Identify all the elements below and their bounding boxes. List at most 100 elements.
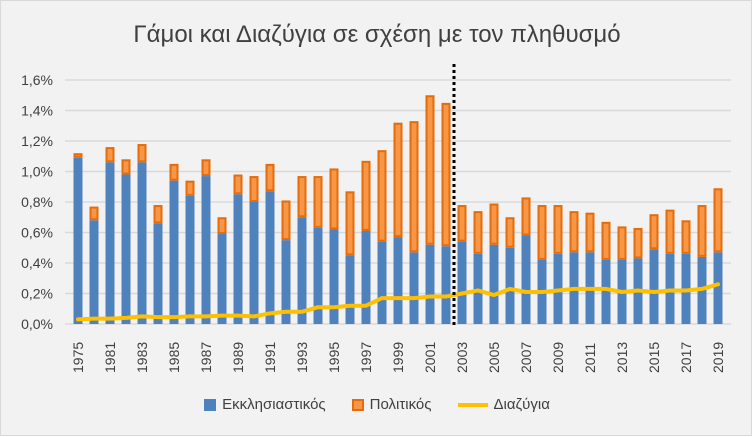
x-tick-label: 1983: [134, 342, 150, 373]
bar-civil: [649, 214, 659, 250]
bar-ecclesiastical: [393, 237, 403, 324]
bar-civil: [377, 150, 387, 242]
x-tick-label: 2015: [646, 342, 662, 373]
bar-civil: [329, 168, 339, 230]
x-tick-label: 1993: [294, 342, 310, 373]
bar-ecclesiastical: [441, 246, 451, 324]
y-tick-label: 1,2%: [21, 133, 53, 149]
bar-civil: [441, 102, 451, 247]
bar-civil: [169, 163, 179, 181]
y-tick-label: 0,6%: [21, 225, 53, 241]
bar-civil: [505, 217, 515, 248]
bar-civil: [697, 205, 707, 257]
bar-civil: [201, 159, 211, 177]
bar-ecclesiastical: [281, 240, 291, 324]
bar-civil: [713, 188, 723, 253]
y-tick-label: 0,8%: [21, 194, 53, 210]
bar-civil: [601, 221, 611, 260]
x-tick-label: 1999: [390, 342, 406, 373]
bar-ecclesiastical: [457, 241, 467, 324]
bar-civil: [585, 212, 595, 253]
bar-ecclesiastical: [649, 249, 659, 324]
bar-ecclesiastical: [105, 162, 115, 324]
bar-civil: [473, 211, 483, 254]
x-tick-label: 1989: [230, 342, 246, 373]
bar-ecclesiastical: [489, 244, 499, 324]
bar-ecclesiastical: [265, 191, 275, 324]
bar-ecclesiastical: [201, 176, 211, 324]
bar-civil: [153, 205, 163, 224]
x-tick-label: 2003: [454, 342, 470, 373]
legend-item-civil: Πολιτικός: [351, 396, 432, 413]
x-tick-label: 1987: [198, 342, 214, 373]
bar-ecclesiastical: [217, 234, 227, 324]
legend-label: Διαζύγια: [493, 396, 550, 413]
bar-civil: [105, 147, 115, 163]
x-tick-label: 1995: [326, 342, 342, 373]
bar-civil: [393, 122, 403, 238]
legend-swatch: [351, 398, 364, 411]
bar-ecclesiastical: [297, 217, 307, 324]
bar-civil: [633, 227, 643, 259]
bar-civil: [537, 205, 547, 260]
bar-civil: [617, 226, 627, 260]
bar-ecclesiastical: [345, 255, 355, 324]
bar-civil: [521, 197, 531, 236]
bar-civil: [681, 220, 691, 254]
x-tick-label: 2013: [614, 342, 630, 373]
bar-civil: [489, 203, 499, 245]
bar-civil: [73, 153, 83, 158]
legend-swatch: [204, 398, 217, 411]
legend-item-divorces: Διαζύγια: [457, 396, 550, 413]
bar-civil: [121, 159, 131, 175]
bar-civil: [409, 121, 419, 253]
legend-label: Εκκλησιαστικός: [222, 396, 326, 413]
bar-civil: [569, 211, 579, 253]
bar-civil: [665, 209, 675, 254]
bar-civil: [185, 180, 195, 196]
x-tick-label: 2005: [486, 342, 502, 373]
line-divorces: [76, 282, 720, 322]
x-tick-label: 1985: [166, 342, 182, 373]
x-tick-label: 2019: [710, 342, 726, 373]
bar-ecclesiastical: [521, 235, 531, 324]
bar-ecclesiastical: [249, 202, 259, 324]
bar-civil: [297, 176, 307, 218]
legend: Εκκλησιαστικός Πολιτικός Διαζύγια: [1, 396, 752, 413]
x-tick-label: 2011: [582, 343, 598, 373]
x-tick-label: 2007: [518, 342, 534, 373]
bar-civil: [425, 95, 435, 245]
bar-civil: [361, 160, 371, 231]
bar-civil: [233, 174, 243, 195]
bar-civil: [217, 217, 227, 235]
bar-ecclesiastical: [425, 244, 435, 324]
y-tick-label: 0,2%: [21, 286, 53, 302]
y-tick-label: 1,6%: [21, 72, 53, 88]
bar-civil: [457, 205, 467, 242]
bar-civil: [553, 205, 563, 254]
bar-ecclesiastical: [409, 252, 419, 324]
y-tick-label: 1,4%: [21, 103, 53, 119]
x-tick-label: 2001: [422, 342, 438, 373]
x-tick-label: 2017: [678, 342, 694, 373]
x-tick-label: 1997: [358, 342, 374, 373]
bar-civil: [313, 176, 323, 228]
legend-label: Πολιτικός: [369, 396, 432, 413]
bar-ecclesiastical: [313, 227, 323, 324]
bar-ecclesiastical: [153, 223, 163, 324]
bar-civil: [345, 191, 355, 256]
bar-ecclesiastical: [377, 241, 387, 324]
bar-ecclesiastical: [89, 220, 99, 324]
x-tick-label: 2009: [550, 342, 566, 373]
y-tick-label: 1,0%: [21, 164, 53, 180]
bar-ecclesiastical: [361, 230, 371, 324]
bar-civil: [89, 206, 99, 221]
bar-ecclesiastical: [713, 252, 723, 324]
bar-ecclesiastical: [73, 157, 83, 324]
x-tick-label: 1981: [102, 342, 118, 373]
bar-ecclesiastical: [233, 194, 243, 324]
bar-ecclesiastical: [505, 247, 515, 324]
legend-item-ecclesiastical: Εκκλησιαστικός: [204, 396, 326, 413]
bar-civil: [281, 200, 291, 241]
